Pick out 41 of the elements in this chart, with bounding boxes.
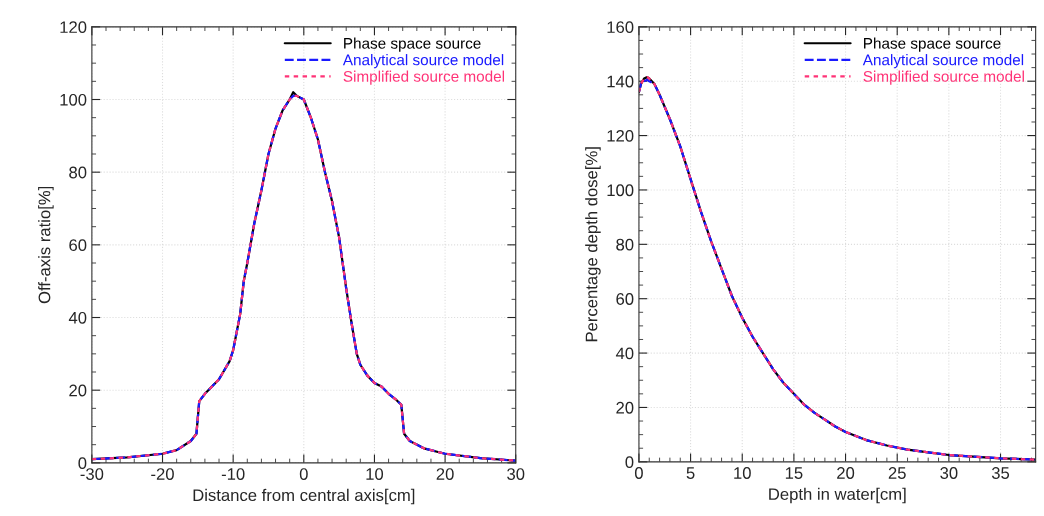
y-tick-label: 60 (616, 293, 634, 305)
y-tick-label: 0 (625, 456, 634, 469)
y-tick-label: 120 (607, 129, 634, 142)
y-tick-label: 20 (69, 384, 87, 397)
y-axis-title: Off-axis ratio[%] (38, 186, 54, 304)
y-tick-label: 160 (607, 21, 634, 34)
x-tick-label: 0 (634, 467, 643, 479)
x-tick-label: 5 (686, 467, 695, 479)
y-axis-title: Percentage depth dose[%] (585, 147, 601, 342)
x-tick-label: 30 (507, 468, 525, 480)
legend-label: Simplified source model (343, 70, 505, 85)
x-tick-label: 0 (299, 468, 308, 480)
y-tick-label: 80 (69, 166, 87, 179)
legend-label: Simplified source model (863, 70, 1024, 85)
x-tick-label: 10 (366, 468, 384, 480)
x-tick-label: 10 (734, 467, 751, 479)
x-tick-label: -30 (80, 468, 104, 480)
x-tick-label: 25 (888, 467, 906, 479)
legend-label: Phase space source (864, 37, 1001, 52)
x-tick-label: 15 (785, 467, 803, 479)
y-tick-label: 140 (607, 75, 634, 88)
y-tick-label: 100 (607, 184, 634, 197)
x-tick-label: -20 (151, 468, 174, 480)
x-tick-label: -10 (221, 468, 245, 480)
y-tick-label: 40 (68, 311, 87, 324)
x-tick-label: 20 (837, 467, 855, 479)
legend-label: Analytical source model (342, 54, 504, 69)
legend-label: Phase space source (344, 37, 481, 52)
x-tick-label: 30 (940, 467, 958, 479)
x-axis-title: Depth in water[cm] (769, 487, 906, 504)
x-tick-label: 35 (991, 467, 1010, 479)
y-tick-label: 60 (69, 239, 87, 252)
y-tick-label: 40 (615, 347, 634, 360)
y-tick-label: 80 (616, 238, 634, 251)
y-tick-label: 120 (60, 21, 87, 34)
legend-label: Analytical source model (862, 54, 1024, 69)
y-tick-label: 20 (616, 401, 634, 414)
y-tick-label: 0 (78, 457, 87, 470)
x-tick-label: 20 (436, 468, 454, 480)
y-tick-label: 100 (60, 93, 87, 106)
x-axis-title: Distance from central axis[cm] (193, 488, 415, 505)
